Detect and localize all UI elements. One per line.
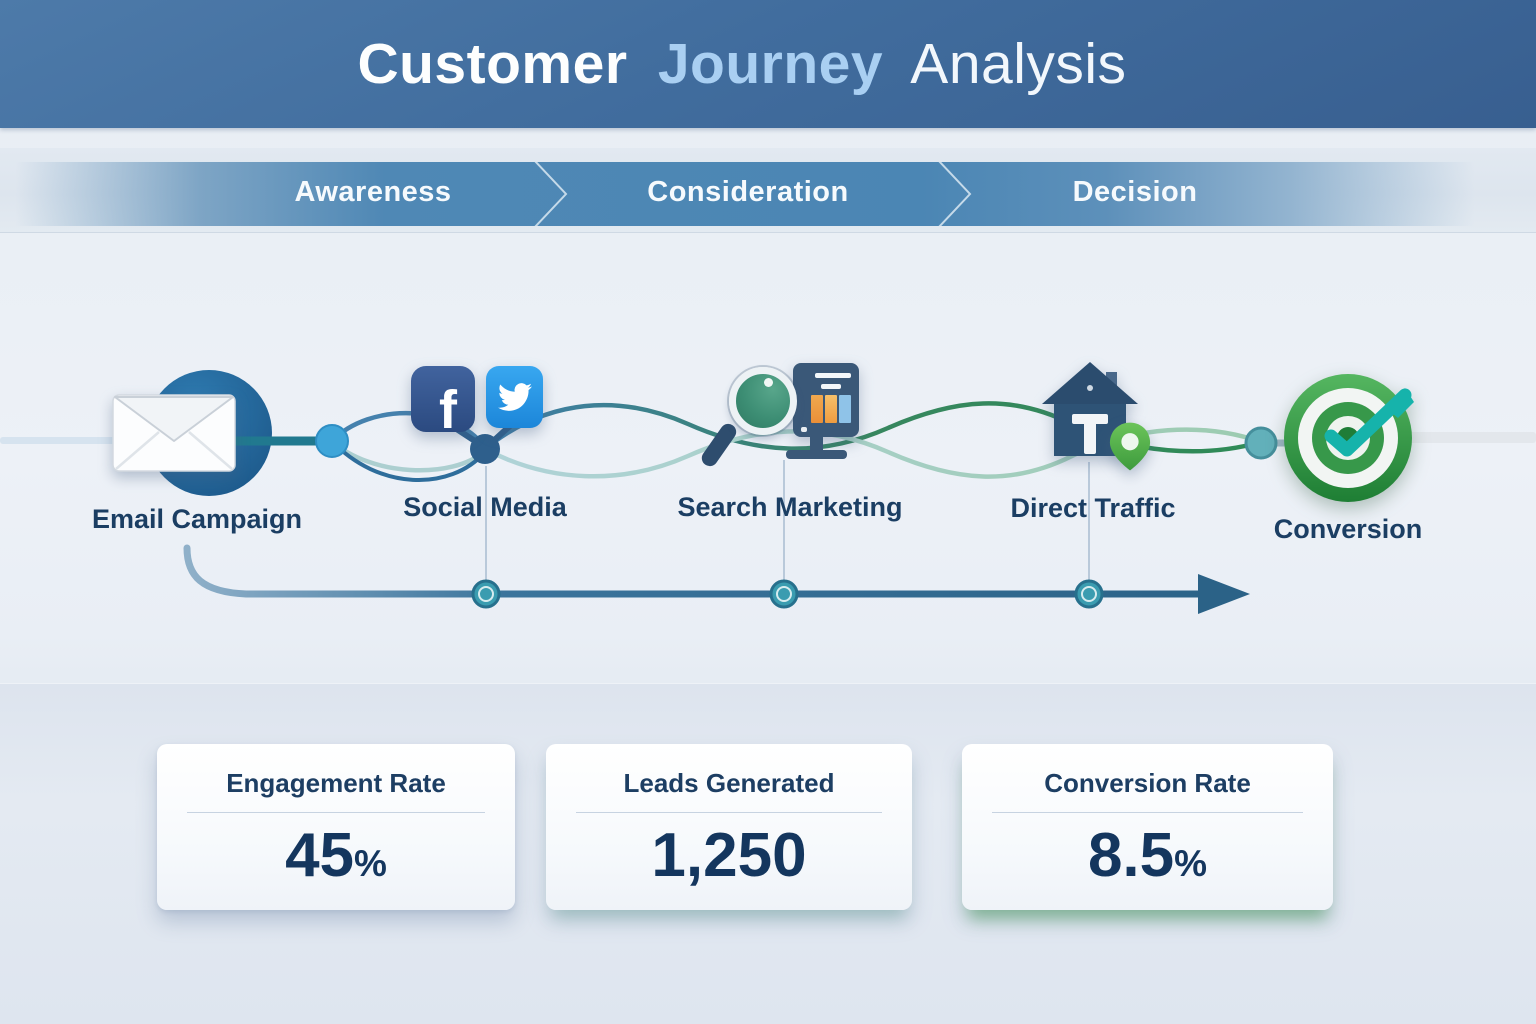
metric-title: Leads Generated [623, 768, 835, 798]
metric-card-conversion-rate: Conversion Rate 8.5% [962, 744, 1333, 910]
chart-bar-orange [811, 395, 823, 423]
card-divider [992, 812, 1303, 813]
timeline-dots [471, 579, 1104, 609]
journey-node-dot [1244, 426, 1278, 460]
metric-title: Engagement Rate [226, 768, 446, 798]
monitor-dot [801, 427, 807, 432]
metric-value: 8.5% [1088, 823, 1207, 888]
monitor-stand [810, 436, 823, 452]
timeline-arrow-icon [1198, 574, 1250, 614]
right-edge-guide-line [1402, 432, 1536, 443]
timeline-line [183, 544, 1202, 598]
metric-card-leads-generated: Leads Generated 1,250 [546, 744, 912, 910]
stage-chevron-separators [534, 162, 972, 226]
label-search-marketing: Search Marketing [677, 492, 903, 522]
journey-node-dot [315, 424, 349, 458]
card-divider [576, 812, 882, 813]
label-direct-traffic: Direct Traffic [1010, 493, 1176, 523]
flow-curve [330, 439, 487, 482]
header-banner: Customer Journey Analysis [0, 0, 1536, 128]
label-social-media: Social Media [403, 492, 567, 522]
facebook-glyph: f [439, 379, 457, 432]
stage-awareness: Awareness [294, 176, 452, 208]
stage-bar [0, 162, 1536, 226]
metric-unit: % [1174, 843, 1208, 884]
twitter-icon [486, 366, 543, 428]
metric-unit: % [354, 843, 387, 884]
label-email-campaign: Email Campaign [91, 504, 303, 534]
journey-node-dot [470, 434, 500, 464]
envelope-icon [112, 394, 236, 472]
chart-bar-blue [839, 395, 851, 423]
flow-curve [330, 411, 487, 449]
metric-number: 8.5 [1087, 821, 1175, 890]
monitor-base [786, 450, 847, 459]
monitor-text-line [821, 384, 841, 389]
title-word-customer: Customer [357, 32, 628, 96]
target-icon [1284, 374, 1414, 502]
label-conversion: Conversion [1273, 514, 1423, 544]
metric-card-engagement-rate: Engagement Rate 45% [157, 744, 515, 910]
card-divider [187, 812, 485, 813]
house-icon [1042, 362, 1138, 456]
page-title: Customer Journey Analysis [357, 31, 1126, 97]
monitor-icon [793, 363, 859, 437]
metric-title: Conversion Rate [1044, 768, 1251, 798]
magnifier-glint [764, 378, 773, 387]
map-pin-icon [1109, 422, 1151, 471]
twitter-bird-icon [497, 383, 532, 411]
title-word-journey: Journey [657, 32, 884, 96]
flow-curve [330, 439, 487, 473]
metric-number: 1,250 [651, 821, 807, 890]
monitor-text-line [815, 373, 851, 378]
metric-number: 45 [285, 821, 355, 890]
facebook-icon: f [411, 366, 475, 432]
search-magnifier-icon [729, 367, 797, 435]
title-word-analysis: Analysis [910, 32, 1127, 96]
checkmark-icon [1324, 388, 1414, 457]
chart-bar-amber [825, 395, 837, 423]
metric-value: 1,250 [651, 823, 806, 888]
metric-value: 45% [285, 823, 387, 888]
stage-decision: Decision [1072, 176, 1198, 208]
stage-consideration: Consideration [647, 176, 849, 208]
